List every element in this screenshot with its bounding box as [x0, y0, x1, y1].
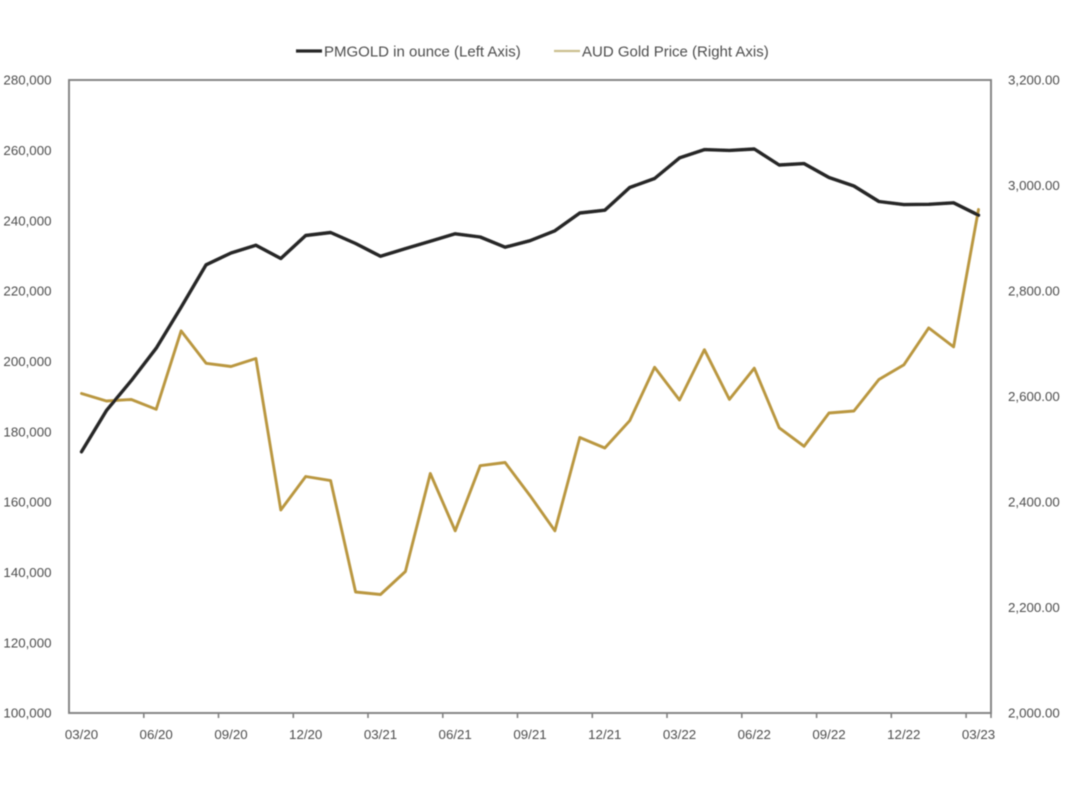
svg-text:09/21: 09/21: [513, 727, 546, 742]
svg-text:03/22: 03/22: [663, 727, 696, 742]
svg-text:180,000: 180,000: [3, 424, 51, 439]
svg-text:160,000: 160,000: [3, 495, 51, 510]
svg-text:AUD Gold Price (Right Axis): AUD Gold Price (Right Axis): [582, 44, 769, 61]
svg-text:240,000: 240,000: [3, 213, 51, 228]
svg-text:3,000.00: 3,000.00: [1008, 178, 1060, 193]
svg-text:2,000.00: 2,000.00: [1008, 706, 1060, 721]
svg-text:120,000: 120,000: [3, 635, 51, 650]
svg-text:09/22: 09/22: [812, 727, 845, 742]
svg-text:2,200.00: 2,200.00: [1008, 600, 1060, 615]
svg-text:2,600.00: 2,600.00: [1008, 389, 1060, 404]
svg-text:PMGOLD in ounce (Left Axis): PMGOLD in ounce (Left Axis): [324, 44, 521, 61]
svg-text:280,000: 280,000: [3, 73, 51, 88]
svg-text:12/20: 12/20: [289, 727, 322, 742]
svg-text:220,000: 220,000: [3, 284, 51, 299]
svg-text:12/22: 12/22: [887, 727, 920, 742]
svg-text:03/21: 03/21: [364, 727, 397, 742]
svg-text:03/20: 03/20: [65, 727, 98, 742]
svg-text:100,000: 100,000: [3, 706, 51, 721]
svg-text:06/20: 06/20: [140, 727, 173, 742]
svg-text:03/23: 03/23: [962, 727, 995, 742]
svg-text:12/21: 12/21: [588, 727, 621, 742]
svg-text:06/22: 06/22: [738, 727, 771, 742]
svg-text:2,400.00: 2,400.00: [1008, 495, 1060, 510]
svg-text:2,800.00: 2,800.00: [1008, 284, 1060, 299]
svg-text:09/20: 09/20: [214, 727, 247, 742]
svg-text:06/21: 06/21: [439, 727, 472, 742]
svg-text:3,200.00: 3,200.00: [1008, 73, 1060, 88]
svg-text:140,000: 140,000: [3, 565, 51, 580]
svg-text:260,000: 260,000: [3, 143, 51, 158]
svg-text:200,000: 200,000: [3, 354, 51, 369]
